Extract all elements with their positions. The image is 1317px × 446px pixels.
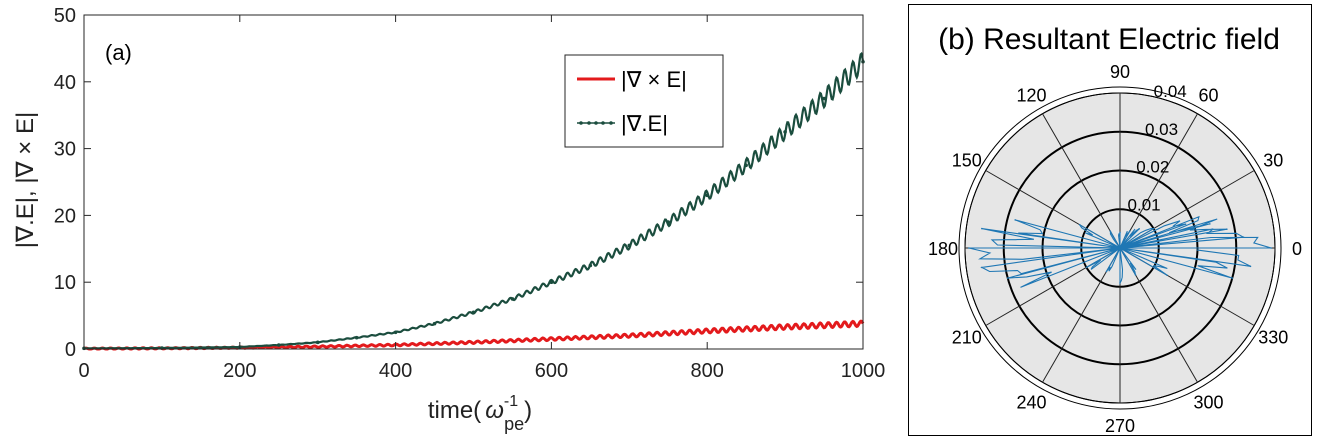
angle-label: 60 bbox=[1198, 86, 1218, 106]
legend-label: |∇ × E| bbox=[621, 67, 687, 92]
radial-tick-label: 0.01 bbox=[1128, 195, 1161, 214]
legend-marker bbox=[579, 121, 583, 125]
legend-marker bbox=[609, 121, 613, 125]
data-point bbox=[276, 343, 281, 347]
polar-data-point bbox=[1119, 231, 1121, 234]
y-tick-label: 50 bbox=[54, 5, 76, 27]
y-tick-label: 40 bbox=[54, 72, 76, 94]
data-point bbox=[822, 96, 826, 101]
legend: |∇ × E| |∇.E| bbox=[564, 54, 724, 148]
line-chart: 0 200 400 600 800 1000 0 10 20 30 40 50 (a) |∇ × E|… bbox=[12, 5, 886, 434]
panel-label: (a) bbox=[105, 40, 132, 65]
angular-grid-line bbox=[1119, 113, 1198, 249]
polar-data-point bbox=[1242, 236, 1245, 238]
angle-label: 120 bbox=[1016, 86, 1046, 106]
data-point bbox=[471, 310, 476, 315]
angle-label: 30 bbox=[1263, 151, 1283, 171]
y-axis-label: |∇.E|, |∇ × E| bbox=[12, 112, 39, 248]
polar-data-point bbox=[1014, 219, 1016, 221]
legend-marker bbox=[601, 121, 605, 125]
radial-tick-label: 0.04 bbox=[1154, 82, 1187, 101]
polar-data-point bbox=[981, 227, 983, 230]
x-tick-label: 200 bbox=[223, 360, 256, 382]
data-point bbox=[705, 193, 709, 198]
legend-label: |∇.E| bbox=[621, 111, 668, 136]
angle-label: 270 bbox=[1105, 416, 1135, 435]
polar-chart: (b) Resultant Electric field 0 30 60 90 120 1… bbox=[928, 23, 1302, 436]
polar-data-point bbox=[1209, 223, 1211, 225]
x-tick-label: 0 bbox=[78, 360, 89, 382]
data-point bbox=[783, 130, 787, 134]
polar-data-point bbox=[1078, 223, 1081, 226]
polar-title: (b) Resultant Electric field bbox=[938, 23, 1280, 56]
polar-data-point bbox=[1231, 277, 1234, 279]
angle-label: 90 bbox=[1110, 62, 1130, 82]
axes: 0 200 400 600 800 1000 0 10 20 30 40 50 bbox=[54, 5, 886, 382]
polar-data-point bbox=[1226, 228, 1228, 230]
radial-tick-label: 0.02 bbox=[1136, 158, 1169, 177]
polar-data-point bbox=[981, 266, 983, 269]
angular-grid-line bbox=[1042, 113, 1121, 249]
angle-label: 180 bbox=[928, 239, 958, 259]
x-axis-label: time(ω-1 pe) bbox=[428, 393, 532, 434]
polar-series-line bbox=[968, 215, 1272, 288]
plot-area bbox=[84, 15, 863, 349]
line-chart-panel: 0 200 400 600 800 1000 0 10 20 30 40 50 (a) |∇ × E|… bbox=[12, 5, 886, 434]
x-tick-label: 600 bbox=[535, 360, 568, 382]
polar-data-point bbox=[1109, 230, 1112, 233]
polar-data-point bbox=[1166, 274, 1168, 276]
angle-label: 240 bbox=[1016, 392, 1046, 412]
polar-data-point bbox=[968, 247, 970, 249]
polar-data-point bbox=[1105, 270, 1108, 273]
legend-box bbox=[564, 54, 724, 148]
series-lines bbox=[82, 51, 865, 351]
radial-tick-label: 0.03 bbox=[1145, 120, 1178, 139]
plot-background bbox=[84, 15, 863, 349]
y-tick-label: 30 bbox=[54, 139, 76, 161]
legend-marker bbox=[587, 121, 591, 125]
angle-label: 210 bbox=[952, 328, 982, 348]
data-point bbox=[354, 335, 359, 340]
polar-outer-ring bbox=[958, 86, 1282, 410]
data-point bbox=[432, 321, 437, 326]
polar-data-point bbox=[1138, 228, 1140, 230]
data-point bbox=[393, 330, 398, 335]
y-tick-label: 0 bbox=[65, 339, 76, 361]
axes-box bbox=[83, 14, 864, 350]
legend-marker bbox=[594, 121, 598, 125]
data-point bbox=[549, 280, 554, 285]
polar-data-point bbox=[1085, 266, 1088, 269]
polar-data-point bbox=[1184, 223, 1187, 225]
x-tick-label: 400 bbox=[379, 360, 412, 382]
polar-data-point bbox=[1249, 265, 1252, 268]
polar-data-point bbox=[1119, 282, 1121, 284]
polar-data-point bbox=[1006, 277, 1009, 279]
angle-label: 330 bbox=[1258, 328, 1288, 348]
data-point bbox=[666, 220, 671, 224]
x-tick-label: 800 bbox=[691, 360, 724, 382]
polar-data-point bbox=[1128, 230, 1131, 233]
data-point bbox=[744, 163, 748, 168]
angle-label: 300 bbox=[1193, 392, 1223, 412]
data-point bbox=[510, 297, 515, 301]
polar-chart-panel: (b) Resultant Electric field 0 30 60 90 120 1… bbox=[908, 4, 1312, 436]
polar-data-point bbox=[1152, 227, 1155, 230]
data-point bbox=[627, 243, 632, 248]
data-point bbox=[588, 263, 593, 268]
y-tick-label: 20 bbox=[54, 205, 76, 227]
angle-label: 150 bbox=[952, 151, 982, 171]
x-tick-label: 1000 bbox=[841, 360, 886, 382]
angle-label: 0 bbox=[1292, 239, 1302, 259]
data-point bbox=[315, 340, 320, 345]
polar-plot-area: 0 30 60 90 120 150 180 210 240 270 300 330 0.01 0.02 0… bbox=[928, 62, 1302, 436]
y-tick-label: 10 bbox=[54, 272, 76, 294]
polar-data-point bbox=[1134, 274, 1137, 276]
polar-data-point bbox=[1270, 247, 1272, 249]
